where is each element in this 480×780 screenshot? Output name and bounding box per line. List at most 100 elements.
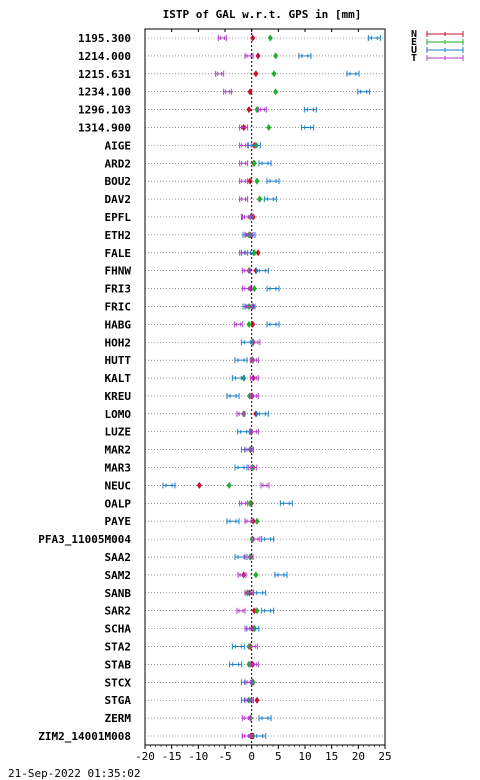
data-point-E xyxy=(266,123,272,131)
marker xyxy=(246,106,252,114)
station-label: FHNW xyxy=(105,265,132,278)
station-label: NEUC xyxy=(105,479,132,492)
data-point-T xyxy=(251,339,261,346)
data-point-T xyxy=(241,213,251,220)
data-point-E xyxy=(251,159,257,167)
station-label: KALT xyxy=(105,372,132,385)
data-point-N xyxy=(247,177,253,185)
station-label: SAA2 xyxy=(105,551,132,564)
data-point-T xyxy=(244,303,254,310)
data-point-E xyxy=(273,88,279,96)
data-point-U xyxy=(234,464,248,471)
marker xyxy=(254,517,260,525)
station-label: 1215.631 xyxy=(78,68,131,81)
station-label: KREU xyxy=(105,390,132,403)
data-point-U xyxy=(226,518,240,525)
data-point-E xyxy=(273,52,279,60)
marker xyxy=(250,34,256,42)
data-point-U xyxy=(231,643,245,650)
data-point-T xyxy=(244,231,254,238)
x-tick-label: -20 xyxy=(135,750,155,763)
data-point-U xyxy=(261,536,275,543)
marker xyxy=(196,481,202,489)
data-point-T xyxy=(249,357,259,364)
marker xyxy=(255,52,261,60)
data-point-T xyxy=(237,571,247,578)
data-point-U xyxy=(255,410,269,417)
data-point-T xyxy=(217,35,227,41)
data-point-T xyxy=(236,607,246,614)
data-point-U xyxy=(229,661,243,668)
x-tick-label: -5 xyxy=(218,750,231,763)
data-point-T xyxy=(249,428,259,435)
marker xyxy=(251,607,257,615)
data-point-T xyxy=(241,267,251,274)
marker xyxy=(255,249,261,257)
data-point-T xyxy=(251,536,261,543)
data-point-U xyxy=(253,733,267,739)
station-label: AIGE xyxy=(105,139,132,152)
x-tick-label: 25 xyxy=(378,750,391,763)
station-label: DAV2 xyxy=(105,193,132,206)
data-point-N xyxy=(250,34,256,42)
marker xyxy=(251,159,257,167)
data-point-T xyxy=(239,142,249,149)
data-point-E xyxy=(267,34,273,42)
data-point-T xyxy=(257,106,267,113)
data-point-T xyxy=(244,518,254,525)
legend-label-T: T xyxy=(411,53,417,64)
data-point-U xyxy=(226,392,240,399)
data-point-U xyxy=(266,285,280,292)
marker xyxy=(253,70,259,78)
data-point-U xyxy=(266,321,280,328)
station-label: SAM2 xyxy=(105,569,132,582)
marker xyxy=(257,195,263,203)
station-label: STCX xyxy=(105,676,132,689)
legend-label-E: E xyxy=(411,37,417,48)
x-tick-label: 15 xyxy=(325,750,338,763)
station-label: FRIC xyxy=(105,300,132,313)
chart-title: ISTP of GAL w.r.t. GPS in [mm] xyxy=(163,8,362,21)
data-point-T xyxy=(244,554,254,561)
data-point-E xyxy=(254,607,260,615)
data-point-U xyxy=(298,52,312,59)
data-point-T xyxy=(223,88,233,95)
data-point-T xyxy=(260,482,270,489)
marker xyxy=(254,177,260,185)
data-point-U xyxy=(258,715,272,722)
marker xyxy=(271,70,277,78)
data-point-N xyxy=(253,70,259,78)
station-label: SANB xyxy=(105,587,132,600)
data-point-E xyxy=(253,571,259,579)
data-point-U xyxy=(162,482,176,489)
marker xyxy=(226,481,232,489)
data-point-E xyxy=(247,499,253,507)
station-label: LUZE xyxy=(105,426,132,439)
station-labels: 1195.300 1214.000 1215.631 1234.100 1296.103… xyxy=(38,32,131,743)
data-point-T xyxy=(244,625,254,632)
x-tick-label: -10 xyxy=(188,750,208,763)
data-point-T xyxy=(215,70,225,77)
data-point-T xyxy=(244,697,254,704)
data-point-T xyxy=(249,392,259,399)
station-label: ZIM2_14001M008 xyxy=(38,730,131,743)
data-point-T xyxy=(239,160,249,167)
station-label: HABG xyxy=(105,318,132,331)
station-label: 1214.000 xyxy=(78,50,131,63)
marker xyxy=(273,52,279,60)
x-tick-label: -15 xyxy=(162,750,182,763)
data-point-E xyxy=(254,517,260,525)
x-axis: -20 -15 -10 -5 0 5 10 15 20 25 xyxy=(135,29,392,763)
plot-frame xyxy=(144,28,386,746)
station-label: ETH2 xyxy=(105,229,132,242)
data-point-T xyxy=(241,715,251,722)
data-point-E xyxy=(271,70,277,78)
legend-label-U: U xyxy=(411,45,417,56)
x-tick-label: 10 xyxy=(298,750,311,763)
marker xyxy=(254,607,260,615)
legend-label-N: N xyxy=(411,29,417,40)
marker xyxy=(251,285,257,293)
marker xyxy=(254,696,260,704)
